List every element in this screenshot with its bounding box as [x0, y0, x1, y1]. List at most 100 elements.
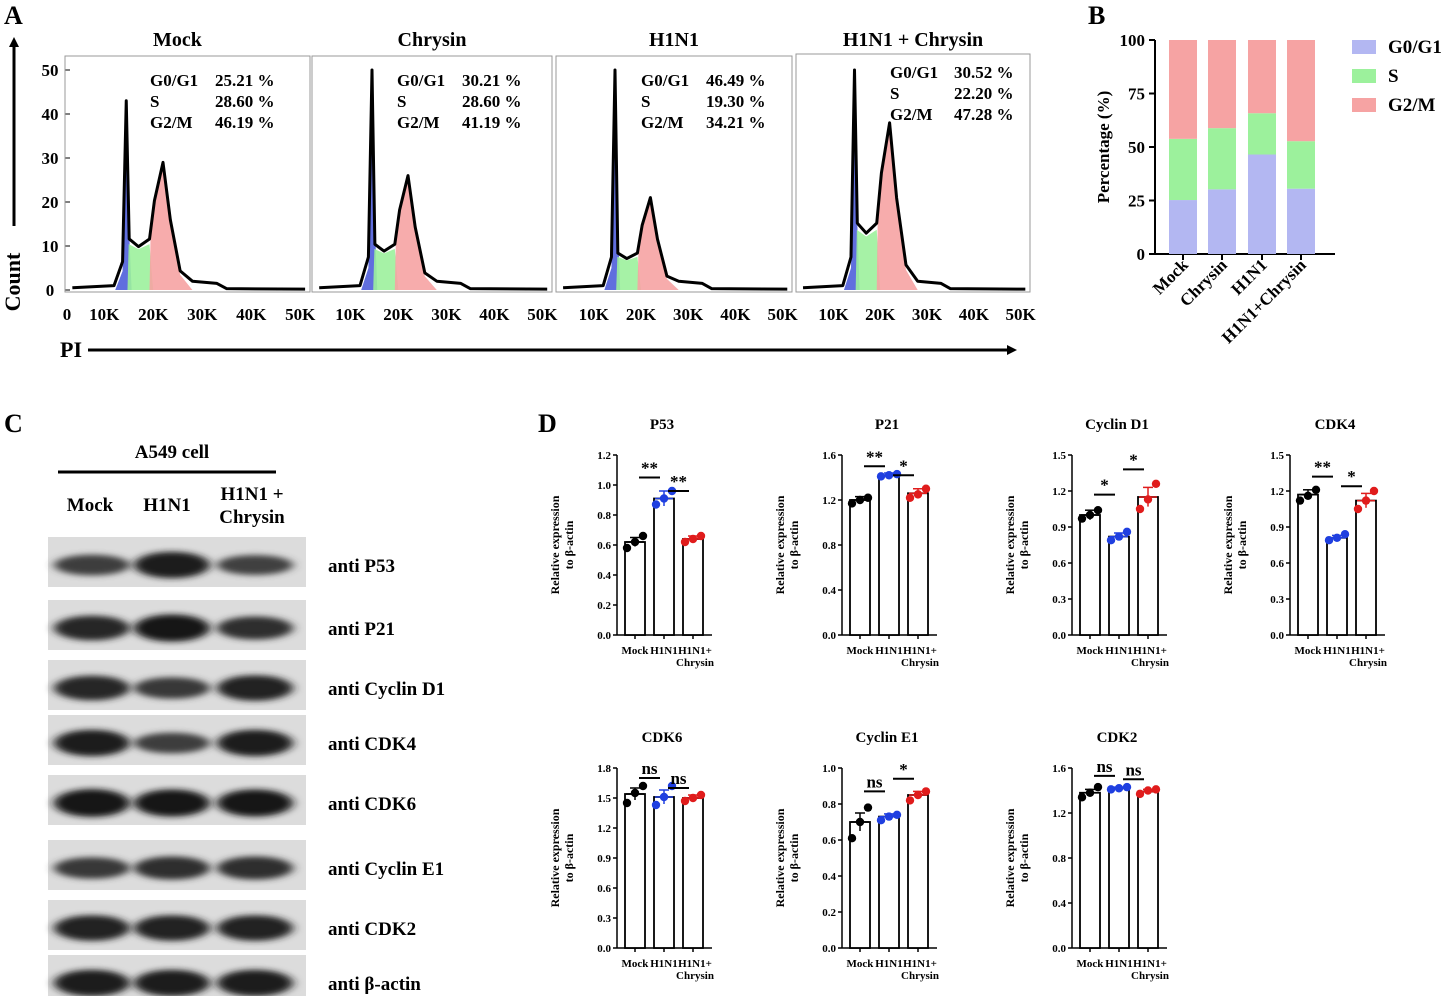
data-point: [863, 493, 873, 502]
data-point: [863, 803, 873, 812]
significance-label: *: [1347, 467, 1356, 486]
data-point: [630, 537, 640, 547]
y-tick-label: 0.3: [1052, 594, 1066, 606]
stat-value: 22.20 %: [954, 84, 1014, 103]
y-tick-label: 0.8: [822, 799, 836, 811]
data-point: [1135, 504, 1145, 514]
significance-label: **: [866, 447, 883, 466]
y-tick-label: 50: [42, 61, 59, 80]
antibody-label: anti CDK2: [328, 919, 416, 940]
antibody-label: anti CDK4: [328, 734, 417, 755]
x-label-combo: H1N1+: [1133, 958, 1167, 970]
stacked-bar-segment: [1287, 188, 1315, 254]
data-point: [905, 796, 915, 805]
y-tick-label: 30: [42, 149, 59, 168]
pi-axis-label: PI: [60, 337, 82, 362]
y-tick-label: 0.0: [822, 943, 836, 955]
y-tick-label: 10: [42, 237, 59, 256]
lane-label-mock: Mock: [67, 495, 114, 516]
significance-label: ns: [641, 759, 657, 778]
y-axis-title: Relative expression: [1003, 495, 1017, 594]
x-label-mock: Mock: [1077, 645, 1105, 657]
stacked-bar-segment: [1169, 200, 1197, 254]
data-point: [1093, 506, 1103, 515]
significance-label: *: [899, 760, 908, 779]
x-label-mock: Mock: [847, 645, 875, 657]
x-label-h1n1: H1N1: [875, 645, 903, 657]
data-point: [1340, 530, 1350, 539]
blot-band: [134, 614, 210, 642]
data-point: [892, 810, 902, 819]
x-tick-label: 40K: [959, 305, 990, 324]
x-tick-label: 50K: [1006, 305, 1037, 324]
y-tick-label: 0.6: [1270, 558, 1284, 570]
histogram-title: Chrysin: [398, 29, 467, 51]
data-point: [913, 790, 923, 800]
data-point: [696, 531, 706, 541]
legend-label: S: [1388, 66, 1399, 87]
x-tick-label: 30K: [431, 305, 462, 324]
y-axis-title-2: to β-actin: [787, 520, 801, 569]
y-axis-title: Relative expression: [1003, 808, 1017, 907]
mean-bar: [1108, 787, 1130, 949]
x-label-combo-2: Chrysin: [901, 970, 939, 982]
blot-band: [134, 551, 210, 579]
y-tick-label: 0.6: [597, 883, 611, 895]
stat-label: G2/M: [150, 113, 193, 132]
x-label-mock: Mock: [1077, 958, 1105, 970]
data-point: [1151, 785, 1161, 794]
data-point: [913, 490, 923, 499]
data-point: [651, 800, 661, 810]
y-tick-label: 0.0: [1052, 943, 1066, 955]
y-tick-label: 1.8: [597, 763, 611, 775]
y-tick-label: 0.8: [597, 510, 611, 522]
mean-bar: [1079, 791, 1101, 949]
data-point: [1332, 533, 1342, 542]
stacked-bar-segment: [1208, 40, 1236, 129]
data-point: [1135, 789, 1145, 799]
count-axis-label: Count: [0, 252, 25, 311]
x-label-h1n1: H1N1: [650, 958, 678, 970]
panel-d: P53 0.0 0.2 0.4 0.6 0.8 1.0 1.2 Relative express…: [548, 417, 1387, 982]
s-phase-fill: [373, 248, 399, 290]
stat-value: 19.30 %: [706, 92, 766, 111]
x-label-combo: H1N1+: [678, 958, 712, 970]
mean-bar: [682, 538, 704, 636]
x-tick-label: 20K: [383, 305, 414, 324]
data-point: [680, 537, 690, 547]
histogram-line: [72, 99, 306, 291]
blot-band: [54, 857, 130, 879]
y-tick-label: 0.6: [597, 540, 611, 552]
g0g1-fill: [843, 70, 860, 290]
blot-band: [217, 969, 293, 996]
stacked-bar-segment: [1208, 189, 1236, 254]
x-tick-label: 50K: [285, 305, 316, 324]
legend-swatch: [1352, 98, 1376, 112]
y-tick-label: 0.3: [597, 913, 611, 925]
x-label-combo: H1N1+: [903, 645, 937, 657]
x-tick-label: 10K: [818, 305, 849, 324]
blot-band: [217, 729, 293, 757]
y-tick-label: 0.6: [822, 835, 836, 847]
blot-band: [134, 969, 210, 996]
chart-title: P21: [875, 417, 899, 433]
stat-value: 34.21 %: [706, 113, 766, 132]
expression-chart: Cyclin E1 0.0 0.2 0.4 0.6 0.8 1.0 Relative expr…: [773, 730, 939, 982]
antibody-label: anti P53: [328, 556, 395, 577]
stat-label: G0/G1: [890, 63, 938, 82]
y-tick-label: 1.2: [1052, 486, 1066, 498]
x-label-combo: H1N1+: [678, 645, 712, 657]
blot-band: [54, 789, 130, 817]
blot-band: [134, 789, 210, 817]
blot-band: [54, 675, 130, 701]
y-tick-label: 0: [46, 281, 55, 300]
y-tick-label: 0.0: [597, 630, 611, 642]
y-tick-label: 0.6: [1052, 558, 1066, 570]
data-point: [1077, 514, 1087, 523]
expression-chart: P21 0.0 0.4 0.8 1.2 1.6 Relative expression to …: [773, 417, 939, 669]
data-point: [659, 494, 669, 503]
histogram-frame: [311, 55, 553, 293]
significance-label: *: [1100, 476, 1109, 495]
data-point: [1303, 491, 1313, 500]
